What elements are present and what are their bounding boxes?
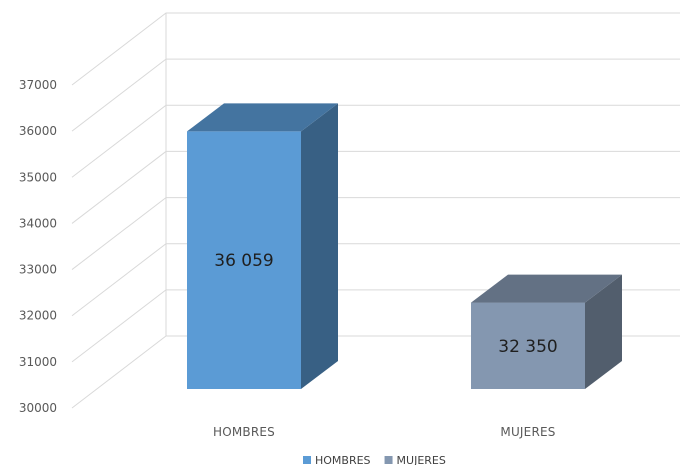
gridline: [71, 104, 680, 178]
y-tick-label: 34000: [19, 216, 57, 230]
bars: 36 059 32 350: [187, 103, 622, 390]
y-tick-label: 30000: [19, 401, 57, 415]
y-tick-label: 31000: [19, 355, 57, 369]
y-tick-label: 33000: [19, 263, 57, 277]
x-category-label: MUJERES: [500, 425, 555, 439]
legend-label: HOMBRES: [315, 454, 371, 465]
data-label: 32 350: [498, 337, 557, 357]
legend-item: MUJERES: [384, 454, 446, 465]
legend-swatch: [303, 456, 311, 464]
gridline: [71, 58, 680, 132]
legend-swatch: [384, 456, 393, 464]
y-tick-label: 37000: [19, 78, 57, 92]
y-tick-label: 35000: [19, 170, 57, 184]
bar-hombres: 36 059: [187, 103, 338, 390]
bar-top-face: [187, 103, 338, 132]
data-label: 36 059: [214, 251, 273, 271]
bar-top-face: [471, 274, 622, 303]
gridlines: [71, 12, 680, 409]
x-axis-labels: HOMBRES MUJERES: [213, 425, 555, 439]
bar-side-face: [585, 274, 622, 389]
x-category-label: HOMBRES: [213, 425, 275, 439]
gridline: [71, 197, 680, 270]
legend-label: MUJERES: [397, 454, 446, 465]
y-tick-label: 32000: [19, 309, 57, 323]
y-axis-ticks: 30000 31000 32000 33000 34000 35000 36000 37000: [19, 78, 57, 415]
gridline: [71, 12, 680, 86]
gridline: [71, 150, 680, 224]
bar-front-face: [471, 302, 585, 389]
legend: HOMBRES MUJERES: [303, 454, 446, 465]
bar-front-face: [187, 131, 301, 390]
legend-item: HOMBRES: [303, 454, 371, 465]
bar-mujeres: 32 350: [471, 274, 622, 389]
y-tick-label: 36000: [19, 124, 57, 138]
bar-side-face: [301, 103, 338, 390]
